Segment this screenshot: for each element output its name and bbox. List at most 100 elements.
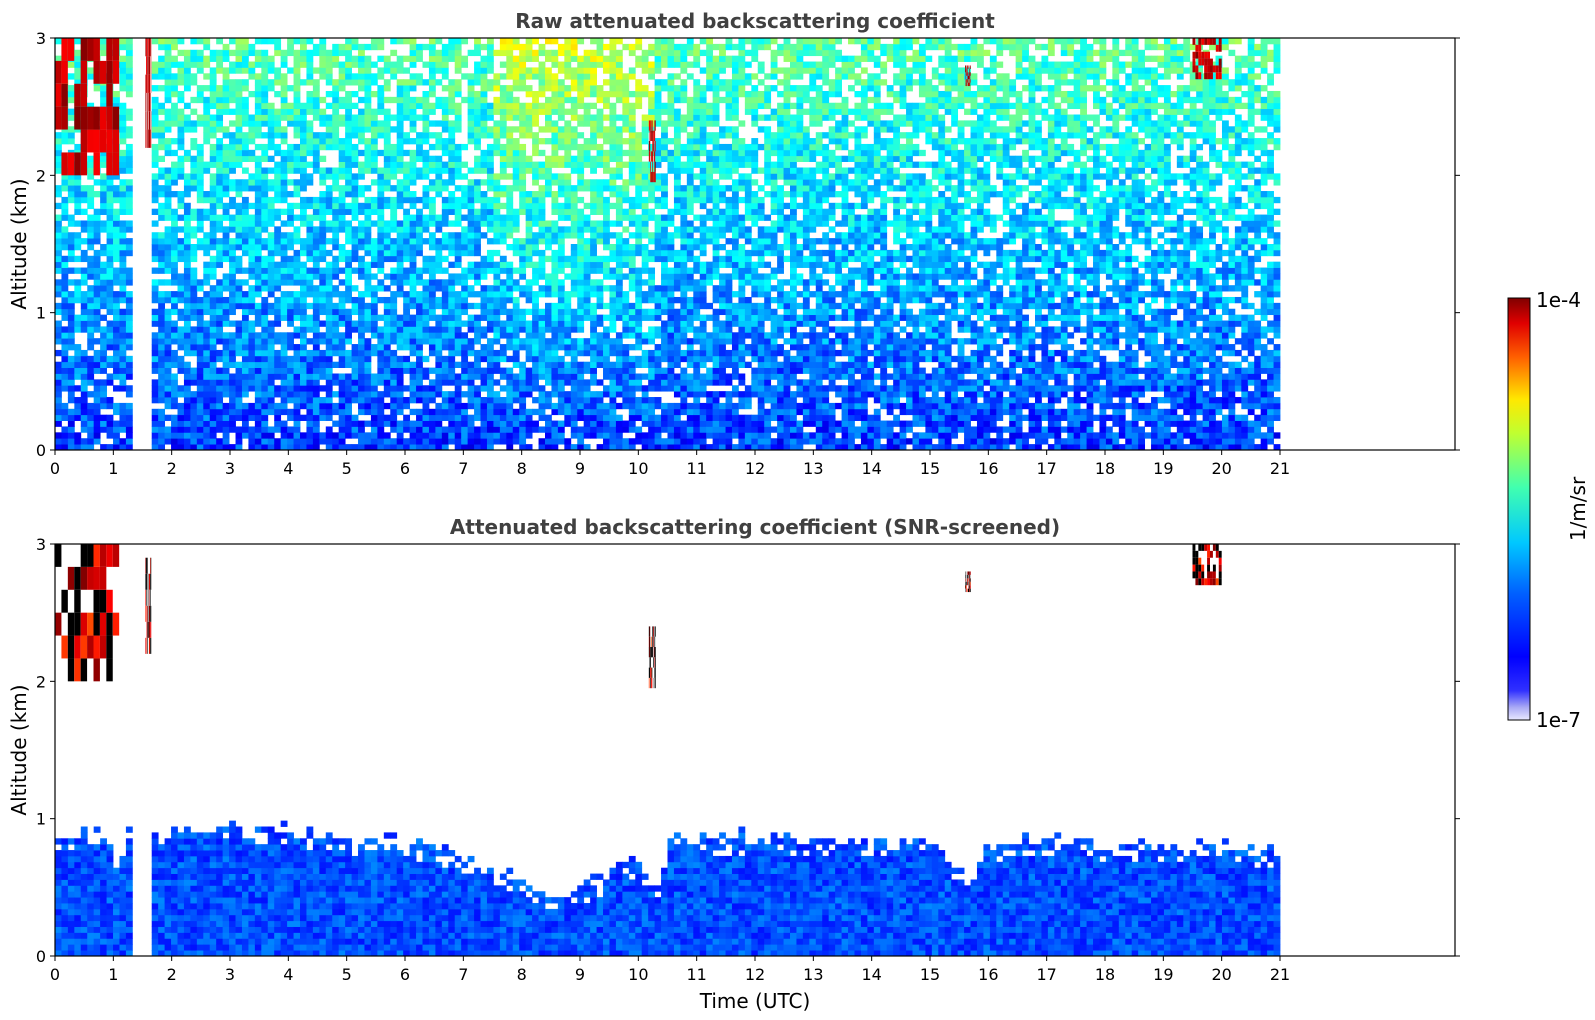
heatmap-cell bbox=[557, 420, 565, 427]
heatmap-cell bbox=[377, 344, 385, 351]
heatmap-cell bbox=[125, 161, 133, 168]
heatmap-cell bbox=[383, 367, 391, 374]
heatmap-cell bbox=[648, 273, 656, 280]
heatmap-cell bbox=[261, 179, 269, 186]
heatmap-cell bbox=[422, 285, 430, 292]
heatmap-cell bbox=[222, 167, 230, 174]
heatmap-cell bbox=[119, 102, 127, 110]
heatmap-cell bbox=[241, 238, 249, 245]
heatmap-cell bbox=[551, 291, 559, 298]
heatmap-cell bbox=[416, 73, 423, 80]
heatmap-cell bbox=[158, 67, 166, 74]
heatmap-cell bbox=[409, 279, 417, 286]
heatmap-cell bbox=[338, 202, 346, 210]
heatmap-cell bbox=[577, 438, 585, 445]
heatmap-cell bbox=[151, 296, 159, 304]
heatmap-cell bbox=[396, 355, 404, 363]
heatmap-cell bbox=[467, 367, 475, 374]
heatmap-cell bbox=[422, 261, 430, 268]
heatmap-cell bbox=[409, 149, 417, 157]
heatmap-cell bbox=[474, 302, 481, 310]
heatmap-cell bbox=[100, 90, 107, 98]
heatmap-cell bbox=[325, 397, 333, 404]
heatmap-cell bbox=[603, 167, 610, 174]
heatmap-cell bbox=[300, 438, 307, 445]
heatmap-cell bbox=[312, 261, 320, 268]
heatmap-cell bbox=[113, 214, 120, 221]
heatmap-cell bbox=[564, 367, 572, 374]
heatmap-cell bbox=[635, 191, 643, 198]
heatmap-cell bbox=[229, 96, 236, 104]
heatmap-cell bbox=[229, 238, 236, 245]
heatmap-cell bbox=[615, 444, 623, 451]
heatmap-cell bbox=[486, 402, 494, 410]
heatmap-cell bbox=[641, 90, 649, 98]
heatmap-cell bbox=[609, 432, 617, 439]
heatmap-cell bbox=[454, 391, 462, 398]
heatmap-cell bbox=[370, 208, 378, 215]
heatmap-cell bbox=[203, 208, 211, 215]
heatmap-cell bbox=[493, 102, 501, 110]
heatmap-cell bbox=[158, 385, 166, 392]
heatmap-cell bbox=[474, 49, 481, 57]
heatmap-cell bbox=[119, 43, 127, 51]
heatmap-cell bbox=[615, 161, 623, 168]
heatmap-cell bbox=[603, 338, 610, 345]
heatmap-cell bbox=[151, 426, 159, 433]
heatmap-cell bbox=[267, 367, 275, 374]
heatmap-cell bbox=[557, 408, 565, 416]
heatmap-cell bbox=[345, 238, 352, 245]
heatmap-cell bbox=[370, 114, 378, 121]
heatmap-cell bbox=[628, 414, 636, 421]
heatmap-cell bbox=[74, 55, 82, 62]
heatmap-cell bbox=[203, 43, 211, 51]
heatmap-cell bbox=[474, 432, 481, 439]
heatmap-cell bbox=[345, 397, 352, 404]
heatmap-cell bbox=[74, 367, 82, 374]
heatmap-cell bbox=[274, 355, 282, 363]
heatmap-cell bbox=[493, 108, 501, 115]
heatmap-cell bbox=[519, 420, 527, 427]
heatmap-cell bbox=[461, 232, 469, 239]
heatmap-cell bbox=[512, 167, 520, 174]
heatmap-cell bbox=[254, 132, 262, 139]
heatmap-cell bbox=[525, 161, 533, 168]
heatmap-cell bbox=[512, 308, 520, 316]
heatmap-cell bbox=[80, 379, 88, 386]
heatmap-cell bbox=[345, 326, 352, 333]
heatmap-cell bbox=[486, 361, 494, 368]
heatmap-cell bbox=[486, 179, 494, 186]
heatmap-cell bbox=[538, 338, 546, 345]
heatmap-cell bbox=[287, 102, 294, 110]
heatmap-cell bbox=[590, 285, 597, 292]
heatmap-cell bbox=[635, 426, 643, 433]
heatmap-cell bbox=[603, 67, 610, 74]
heatmap-cell bbox=[209, 267, 217, 274]
heatmap-cell bbox=[538, 261, 546, 268]
heatmap-cell bbox=[319, 291, 327, 298]
heatmap-cell bbox=[196, 296, 204, 304]
heatmap-cell bbox=[241, 291, 249, 298]
heatmap-cell bbox=[441, 279, 449, 286]
heatmap-cell bbox=[106, 232, 114, 239]
heatmap-cell bbox=[545, 161, 552, 168]
heatmap-cell bbox=[403, 38, 411, 45]
heatmap-cell bbox=[525, 349, 533, 357]
heatmap-cell bbox=[590, 349, 597, 357]
heatmap-cell bbox=[538, 61, 546, 68]
heatmap-cell bbox=[280, 108, 288, 115]
heatmap-cell bbox=[254, 191, 262, 198]
heatmap-cell bbox=[364, 367, 372, 374]
heatmap-cell bbox=[222, 79, 230, 86]
heatmap-cell bbox=[196, 420, 204, 427]
heatmap-cell bbox=[293, 408, 301, 416]
heatmap-cell bbox=[519, 155, 527, 162]
heatmap-cell bbox=[603, 349, 610, 357]
heatmap-cell bbox=[125, 149, 133, 157]
heatmap-cell bbox=[319, 226, 327, 233]
heatmap-cell bbox=[151, 397, 159, 404]
heatmap-cell bbox=[235, 61, 243, 68]
heatmap-cell bbox=[319, 438, 327, 445]
heatmap-cell bbox=[609, 143, 617, 151]
heatmap-cell bbox=[422, 438, 430, 445]
